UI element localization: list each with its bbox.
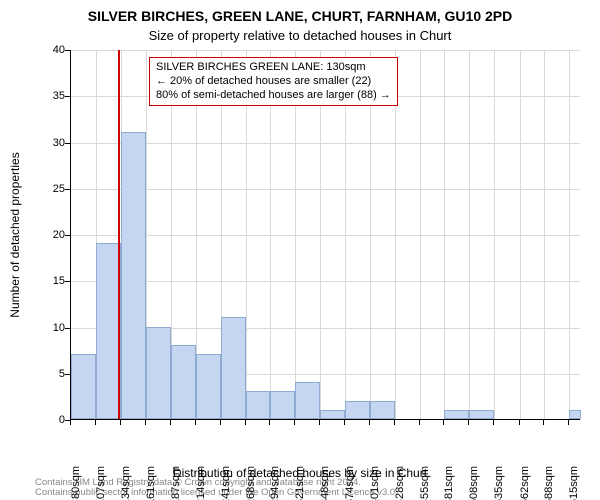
x-tick xyxy=(195,420,196,425)
y-tick-label: 10 xyxy=(35,322,65,334)
annotation-line: SILVER BIRCHES GREEN LANE: 130sqm xyxy=(156,61,391,75)
x-tick-label: 455sqm xyxy=(419,466,431,500)
x-tick-label: 615sqm xyxy=(568,466,580,500)
x-tick xyxy=(145,420,146,425)
x-tick xyxy=(468,420,469,425)
gridline-v xyxy=(494,50,495,419)
y-tick xyxy=(65,189,70,190)
x-tick-label: 161sqm xyxy=(145,466,157,500)
gridline-v xyxy=(520,50,521,419)
annotation-line: 80% of semi-detached houses are larger (… xyxy=(156,89,391,103)
gridline-v xyxy=(444,50,445,419)
histogram-bar xyxy=(121,132,146,419)
y-tick-label: 30 xyxy=(35,137,65,149)
x-tick xyxy=(319,420,320,425)
x-tick xyxy=(369,420,370,425)
x-tick-label: 348sqm xyxy=(319,466,331,500)
y-tick-label: 35 xyxy=(35,90,65,102)
x-tick-label: 535sqm xyxy=(493,466,505,500)
annotation-line: ← 20% of detached houses are smaller (22… xyxy=(156,75,391,89)
y-tick-label: 40 xyxy=(35,44,65,56)
y-tick xyxy=(65,96,70,97)
x-tick-label: 481sqm xyxy=(443,466,455,500)
y-tick-label: 20 xyxy=(35,229,65,241)
x-tick xyxy=(493,420,494,425)
y-tick xyxy=(65,143,70,144)
histogram-bar xyxy=(345,401,370,420)
x-tick-label: 214sqm xyxy=(195,466,207,500)
histogram-bar xyxy=(196,354,221,419)
x-tick-label: 401sqm xyxy=(369,466,381,500)
y-tick-label: 25 xyxy=(35,183,65,195)
histogram-bar xyxy=(469,410,494,419)
gridline-v xyxy=(544,50,545,419)
x-tick xyxy=(70,420,71,425)
histogram-bar xyxy=(146,327,170,420)
x-tick-label: 187sqm xyxy=(170,466,182,500)
chart-subtitle: Size of property relative to detached ho… xyxy=(0,28,600,43)
x-tick-label: 107sqm xyxy=(95,466,107,500)
histogram-bar xyxy=(569,410,581,419)
y-tick xyxy=(65,374,70,375)
x-tick xyxy=(394,420,395,425)
x-tick xyxy=(568,420,569,425)
reference-marker-line xyxy=(118,50,120,419)
y-tick xyxy=(65,235,70,236)
x-tick xyxy=(419,420,420,425)
x-tick xyxy=(269,420,270,425)
y-tick-label: 5 xyxy=(35,368,65,380)
histogram-bar xyxy=(444,410,469,419)
chart-container: { "title": { "main": "SILVER BIRCHES, GR… xyxy=(0,0,600,500)
x-tick xyxy=(220,420,221,425)
x-tick xyxy=(294,420,295,425)
marker-annotation: SILVER BIRCHES GREEN LANE: 130sqm ← 20% … xyxy=(149,57,398,106)
histogram-bar xyxy=(171,345,196,419)
x-tick-label: 321sqm xyxy=(294,466,306,500)
x-tick xyxy=(344,420,345,425)
y-tick-label: 0 xyxy=(35,414,65,426)
gridline-v xyxy=(569,50,570,419)
x-tick xyxy=(519,420,520,425)
x-tick xyxy=(170,420,171,425)
gridline-v xyxy=(420,50,421,419)
x-tick xyxy=(120,420,121,425)
x-tick-label: 134sqm xyxy=(120,466,132,500)
y-axis-title: Number of detached properties xyxy=(8,152,22,317)
y-tick xyxy=(65,50,70,51)
gridline-v xyxy=(469,50,470,419)
histogram-bar xyxy=(221,317,246,419)
x-tick-label: 508sqm xyxy=(468,466,480,500)
x-tick-label: 588sqm xyxy=(543,466,555,500)
x-tick-label: 562sqm xyxy=(519,466,531,500)
y-tick xyxy=(65,281,70,282)
x-tick-label: 294sqm xyxy=(269,466,281,500)
x-tick xyxy=(95,420,96,425)
x-tick-label: 268sqm xyxy=(245,466,257,500)
histogram-bar xyxy=(71,354,96,419)
histogram-bar xyxy=(320,410,344,419)
x-tick-label: 374sqm xyxy=(344,466,356,500)
y-tick-label: 15 xyxy=(35,275,65,287)
x-tick xyxy=(245,420,246,425)
x-tick-label: 241sqm xyxy=(220,466,232,500)
plot-area: SILVER BIRCHES GREEN LANE: 130sqm ← 20% … xyxy=(70,50,580,420)
x-tick xyxy=(443,420,444,425)
y-tick xyxy=(65,328,70,329)
histogram-bar xyxy=(370,401,395,420)
x-tick-label: 80sqm xyxy=(70,466,82,500)
histogram-bar xyxy=(246,391,270,419)
x-tick xyxy=(543,420,544,425)
histogram-bar xyxy=(270,391,295,419)
histogram-bar xyxy=(295,382,320,419)
x-tick-label: 428sqm xyxy=(394,466,406,500)
chart-title: SILVER BIRCHES, GREEN LANE, CHURT, FARNH… xyxy=(0,8,600,24)
